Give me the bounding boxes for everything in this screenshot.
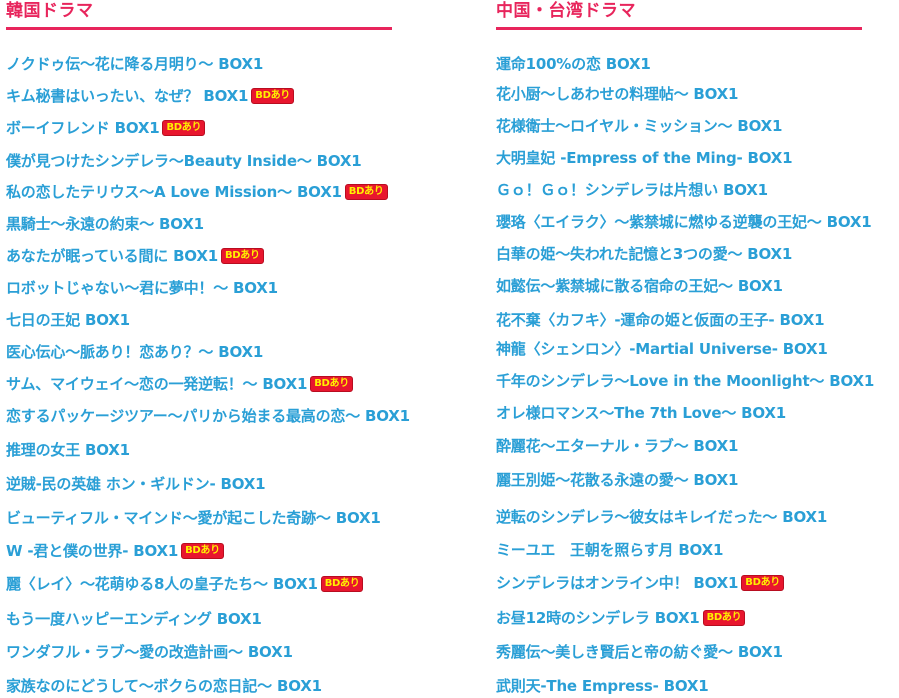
drama-title-link[interactable]: 花不棄〈カフキ〉-運命の姫と仮面の王子- BOX1	[496, 311, 825, 329]
drama-title-link[interactable]: あなたが眠っている間に BOX1	[6, 247, 218, 265]
drama-list-item[interactable]: 花小厨〜しあわせの料理帖〜 BOX1	[496, 84, 738, 104]
bd-available-badge: BDあり	[251, 88, 295, 104]
bd-available-badge: BDあり	[162, 120, 206, 136]
drama-list-item[interactable]: 麗〈レイ〉〜花萌ゆる8人の皇子たち〜 BOX1 BDあり	[6, 574, 364, 594]
drama-title-link[interactable]: サム、マイウェイ〜恋の一発逆転！〜 BOX1	[6, 375, 308, 393]
drama-list-item[interactable]: 花様衛士〜ロイヤル・ミッション〜 BOX1	[496, 116, 782, 136]
drama-list-item[interactable]: もう一度ハッピーエンディング BOX1	[6, 609, 262, 629]
drama-title-link[interactable]: シンデレラはオンライン中！ BOX1	[496, 574, 739, 592]
drama-list-item[interactable]: 私の恋したテリウス〜A Love Mission〜 BOX1 BDあり	[6, 182, 388, 202]
drama-list-item[interactable]: サム、マイウェイ〜恋の一発逆転！〜 BOX1 BDあり	[6, 374, 353, 394]
drama-title-link[interactable]: 黒騎士〜永遠の約束〜 BOX1	[6, 215, 204, 233]
drama-list-item[interactable]: 七日の王妃 BOX1	[6, 310, 130, 330]
drama-list-item[interactable]: Ｇｏ！Ｇｏ！シンデレラは片想い BOX1	[496, 180, 768, 200]
drama-list-item[interactable]: 逆転のシンデレラ〜彼女はキレイだった〜 BOX1	[496, 507, 827, 527]
drama-list-item[interactable]: ミーユエ 王朝を照らす月 BOX1	[496, 540, 723, 560]
drama-title-link[interactable]: 花小厨〜しあわせの料理帖〜 BOX1	[496, 85, 739, 103]
drama-title-link[interactable]: 医心伝心〜脈あり！恋あり？〜 BOX1	[6, 343, 264, 361]
drama-title-link[interactable]: 如懿伝〜紫禁城に散る宿命の王妃〜 BOX1	[496, 277, 783, 295]
drama-title-link[interactable]: ワンダフル・ラブ〜愛の改造計画〜 BOX1	[6, 643, 293, 661]
drama-list-item[interactable]: 大明皇妃 -Empress of the Ming- BOX1	[496, 148, 793, 168]
heading-underline	[6, 27, 392, 30]
drama-list-item[interactable]: 僕が見つけたシンデレラ〜Beauty Inside〜 BOX1	[6, 151, 362, 171]
drama-title-link[interactable]: 千年のシンデレラ〜Love in the Moonlight〜 BOX1	[496, 372, 875, 390]
drama-title-link[interactable]: 神龍〈シェンロン〉-Martial Universe- BOX1	[496, 340, 828, 358]
section-heading: 韓国ドラマ	[6, 1, 94, 21]
drama-title-link[interactable]: W -君と僕の世界- BOX1	[6, 542, 179, 560]
drama-list-item[interactable]: 運命100%の恋 BOX1	[496, 54, 651, 74]
drama-title-link[interactable]: 逆転のシンデレラ〜彼女はキレイだった〜 BOX1	[496, 508, 828, 526]
bd-available-badge: BDあり	[344, 184, 388, 200]
bd-available-badge: BDあり	[702, 610, 746, 626]
drama-list-item[interactable]: お昼12時のシンデレラ BOX1 BDあり	[496, 608, 746, 628]
drama-list-item[interactable]: W -君と僕の世界- BOX1 BDあり	[6, 541, 224, 561]
drama-list-item[interactable]: 家族なのにどうして〜ボクらの恋日記〜 BOX1	[6, 676, 322, 696]
drama-title-link[interactable]: 白華の姫〜失われた記憶と3つの愛〜 BOX1	[496, 245, 793, 263]
drama-title-link[interactable]: ノクドゥ伝〜花に降る月明り〜 BOX1	[6, 55, 264, 73]
drama-list-item[interactable]: 白華の姫〜失われた記憶と3つの愛〜 BOX1	[496, 244, 792, 264]
section-heading: 中国・台湾ドラマ	[496, 1, 636, 21]
drama-list-item[interactable]: ビューティフル・マインド〜愛が起こした奇跡〜 BOX1	[6, 508, 381, 528]
drama-title-link[interactable]: キム秘書はいったい、なぜ？ BOX1	[6, 87, 249, 105]
bd-available-badge: BDあり	[181, 543, 224, 559]
drama-list-item[interactable]: ボーイフレンド BOX1 BDあり	[6, 118, 206, 138]
bd-available-badge: BDあり	[310, 376, 353, 392]
drama-list-item[interactable]: 瓔珞〈エイラク〉〜紫禁城に燃ゆる逆襲の王妃〜 BOX1	[496, 212, 872, 232]
drama-title-link[interactable]: ボーイフレンド BOX1	[6, 119, 160, 137]
drama-title-link[interactable]: オレ様ロマンス〜The 7th Love〜 BOX1	[496, 404, 787, 422]
drama-title-link[interactable]: 七日の王妃 BOX1	[6, 311, 130, 329]
bd-available-badge: BDあり	[741, 575, 785, 591]
drama-title-link[interactable]: ビューティフル・マインド〜愛が起こした奇跡〜 BOX1	[6, 509, 381, 527]
drama-title-link[interactable]: お昼12時のシンデレラ BOX1	[496, 609, 700, 627]
drama-list-item[interactable]: あなたが眠っている間に BOX1 BDあり	[6, 246, 264, 266]
drama-title-link[interactable]: 酔麗花〜エターナル・ラブ〜 BOX1	[496, 437, 739, 455]
drama-list-item[interactable]: ノクドゥ伝〜花に降る月明り〜 BOX1	[6, 54, 263, 74]
drama-title-link[interactable]: Ｇｏ！Ｇｏ！シンデレラは片想い BOX1	[496, 181, 768, 199]
drama-title-link[interactable]: 瓔珞〈エイラク〉〜紫禁城に燃ゆる逆襲の王妃〜 BOX1	[496, 213, 872, 231]
drama-list-item[interactable]: 神龍〈シェンロン〉-Martial Universe- BOX1	[496, 339, 828, 359]
drama-list-item[interactable]: シンデレラはオンライン中！ BOX1 BDあり	[496, 573, 785, 593]
drama-title-link[interactable]: 運命100%の恋 BOX1	[496, 55, 651, 73]
drama-list-item[interactable]: 秀麗伝〜美しき賢后と帝の紡ぐ愛〜 BOX1	[496, 642, 783, 662]
drama-list-item[interactable]: 医心伝心〜脈あり！恋あり？〜 BOX1	[6, 342, 263, 362]
drama-list-item[interactable]: 酔麗花〜エターナル・ラブ〜 BOX1	[496, 436, 738, 456]
drama-title-link[interactable]: 武則天-The Empress- BOX1	[496, 677, 709, 695]
drama-title-link[interactable]: 麗王別姫〜花散る永遠の愛〜 BOX1	[496, 471, 739, 489]
drama-title-link[interactable]: ロボットじゃない〜君に夢中！〜 BOX1	[6, 279, 278, 297]
drama-title-link[interactable]: もう一度ハッピーエンディング BOX1	[6, 610, 262, 628]
drama-list-item[interactable]: オレ様ロマンス〜The 7th Love〜 BOX1	[496, 403, 786, 423]
drama-title-link[interactable]: 花様衛士〜ロイヤル・ミッション〜 BOX1	[496, 117, 783, 135]
heading-underline	[496, 27, 862, 30]
drama-list-item[interactable]: ワンダフル・ラブ〜愛の改造計画〜 BOX1	[6, 642, 293, 662]
drama-title-link[interactable]: 麗〈レイ〉〜花萌ゆる8人の皇子たち〜 BOX1	[6, 575, 318, 593]
drama-list-item[interactable]: 黒騎士〜永遠の約束〜 BOX1	[6, 214, 204, 234]
drama-list-item[interactable]: 千年のシンデレラ〜Love in the Moonlight〜 BOX1	[496, 371, 874, 391]
drama-list-item[interactable]: ロボットじゃない〜君に夢中！〜 BOX1	[6, 278, 278, 298]
drama-list-item[interactable]: 逆賊-民の英雄 ホン・ギルドン- BOX1	[6, 474, 266, 494]
drama-title-link[interactable]: 秀麗伝〜美しき賢后と帝の紡ぐ愛〜 BOX1	[496, 643, 783, 661]
drama-title-link[interactable]: 逆賊-民の英雄 ホン・ギルドン- BOX1	[6, 475, 266, 493]
bd-available-badge: BDあり	[320, 576, 364, 592]
bd-available-badge: BDあり	[220, 248, 264, 264]
drama-list-item[interactable]: 如懿伝〜紫禁城に散る宿命の王妃〜 BOX1	[496, 276, 783, 296]
drama-list-item[interactable]: 推理の女王 BOX1	[6, 440, 130, 460]
drama-title-link[interactable]: ミーユエ 王朝を照らす月 BOX1	[496, 541, 724, 559]
drama-list-item[interactable]: 恋するパッケージツアー〜パリから始まる最高の恋〜 BOX1	[6, 406, 410, 426]
drama-title-link[interactable]: 私の恋したテリウス〜A Love Mission〜 BOX1	[6, 183, 342, 201]
drama-list-item[interactable]: 麗王別姫〜花散る永遠の愛〜 BOX1	[496, 470, 738, 490]
drama-list-item[interactable]: 武則天-The Empress- BOX1	[496, 676, 709, 696]
drama-title-link[interactable]: 大明皇妃 -Empress of the Ming- BOX1	[496, 149, 793, 167]
drama-title-link[interactable]: 恋するパッケージツアー〜パリから始まる最高の恋〜 BOX1	[6, 407, 410, 425]
drama-title-link[interactable]: 家族なのにどうして〜ボクらの恋日記〜 BOX1	[6, 677, 322, 695]
drama-title-link[interactable]: 推理の女王 BOX1	[6, 441, 130, 459]
drama-list-item[interactable]: 花不棄〈カフキ〉-運命の姫と仮面の王子- BOX1	[496, 310, 825, 330]
drama-title-link[interactable]: 僕が見つけたシンデレラ〜Beauty Inside〜 BOX1	[6, 152, 362, 170]
drama-list-item[interactable]: キム秘書はいったい、なぜ？ BOX1 BDあり	[6, 86, 295, 106]
